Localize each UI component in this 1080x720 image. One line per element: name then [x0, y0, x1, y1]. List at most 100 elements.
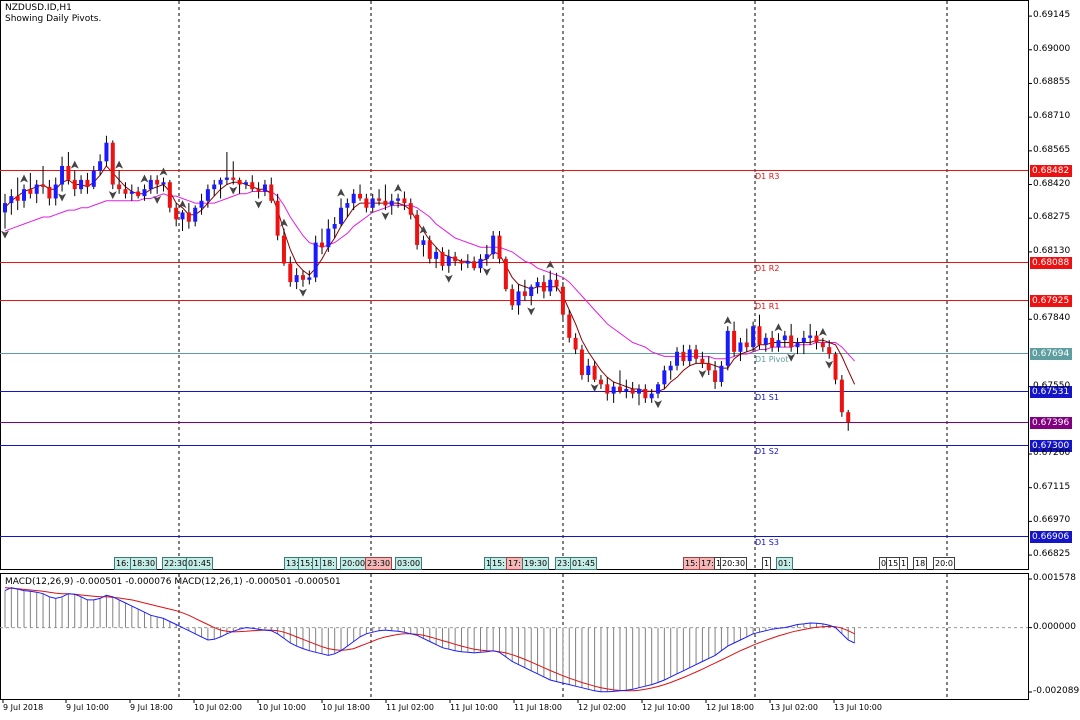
candle-body [370, 198, 375, 208]
macd-pane-frame [0, 573, 1029, 700]
candle-body [782, 335, 787, 341]
candle-body [833, 354, 838, 380]
level-price-tag: 0.67694 [1030, 347, 1072, 360]
candle-body [98, 161, 103, 171]
price-tick-label: 0.67115 [1033, 481, 1071, 492]
time-tick-label: 10 Jul 18:00 [322, 703, 370, 712]
price-tick-label: 0.68130 [1033, 245, 1071, 256]
candle-body [199, 200, 204, 208]
candle-body [262, 184, 267, 192]
candle-body [269, 184, 274, 201]
candle-body [827, 347, 832, 355]
candle-body [250, 182, 255, 190]
fractal-down-arrow [108, 191, 117, 200]
candle-body [706, 363, 711, 371]
candle-body [218, 179, 223, 185]
candle-body [554, 279, 559, 287]
fractal-up-arrow [115, 160, 124, 169]
main-chart-frame [0, 0, 1029, 570]
candle-body [256, 189, 261, 192]
candle-body [377, 198, 382, 201]
session-label: 01:45 [570, 557, 598, 570]
candlesticks [3, 135, 851, 431]
candle-body [713, 370, 718, 382]
time-tick-label: 11 Jul 18:00 [514, 703, 562, 712]
time-tick-label: 12 Jul 18:00 [706, 703, 754, 712]
candle-body [510, 289, 515, 306]
candle-body [358, 193, 363, 199]
candle-body [307, 277, 312, 280]
candle-body [237, 179, 242, 185]
candle-body [820, 342, 825, 348]
fractal-up-arrow [279, 218, 288, 227]
macd-label: MACD(12,26,9) -0.000501 -0.000076 MACD(1… [5, 577, 341, 587]
candle-body [560, 286, 565, 315]
candle-body [15, 196, 20, 201]
price-tick-label: 0.68565 [1033, 144, 1071, 155]
session-label: 19:30 [522, 557, 550, 570]
candle-body [300, 275, 305, 280]
time-tick-label: 13 Jul 02:00 [770, 703, 818, 712]
candle-body [592, 365, 597, 380]
candle-body [725, 330, 730, 366]
session-label: 15: [683, 557, 700, 570]
fractal-down-arrow [590, 383, 599, 392]
candle-body [656, 384, 661, 394]
candle-body [484, 254, 489, 259]
fractal-up-arrow [818, 327, 827, 336]
candle-body [662, 370, 667, 385]
candle-body [503, 258, 508, 290]
session-label: 23:30 [365, 557, 393, 570]
session-label: 01: [776, 557, 793, 570]
candle-body [212, 184, 217, 190]
level-price-tag: 0.68088 [1030, 256, 1072, 269]
price-tick-label: 0.67550 [1033, 380, 1071, 391]
candle-body [427, 240, 432, 259]
candle-body [719, 365, 724, 382]
session-label: 01:45 [186, 557, 214, 570]
candle-body [389, 200, 394, 206]
macd-tick-label: -0.002089 [1033, 686, 1080, 696]
level-price-tag: 0.68482 [1030, 164, 1072, 177]
level-name: D1 R2 [755, 263, 780, 273]
candle-body [643, 388, 648, 399]
candle-body [491, 235, 496, 255]
candle-body [548, 279, 553, 292]
candle-body [763, 337, 768, 345]
candle-body [675, 351, 680, 366]
fractal-up-arrow [337, 188, 346, 197]
indicator-label: Showing Daily Pivots. [5, 14, 102, 24]
candle-body [396, 198, 401, 201]
candle-body [281, 235, 286, 264]
candle-body [472, 261, 477, 269]
candle-body [440, 251, 445, 266]
level-price-tag: 0.67531 [1030, 385, 1072, 398]
fractal-down-arrow [787, 353, 796, 362]
candle-body [808, 335, 813, 338]
fractal-up-arrow [178, 200, 187, 209]
candle-body [41, 184, 46, 187]
session-label: 16: [114, 557, 131, 570]
candle-body [687, 349, 692, 362]
fractal-up-arrow [546, 260, 555, 269]
candle-body [161, 182, 166, 185]
candle-body [34, 184, 39, 194]
session-label: 18 [913, 557, 928, 570]
level-name: D1 S3 [755, 537, 779, 547]
candle-body [839, 379, 844, 413]
candle-body [535, 282, 540, 287]
candle-body [110, 142, 115, 185]
fractal-up-arrow [140, 174, 149, 183]
fractal-markers [1, 160, 834, 409]
candle-body [598, 379, 603, 385]
candle-body [649, 393, 654, 399]
level-price-tag: 0.66906 [1030, 530, 1072, 543]
time-tick-label: 11 Jul 02:00 [386, 703, 434, 712]
time-tick-label: 11 Jul 10:00 [450, 703, 498, 712]
candle-body [9, 196, 14, 204]
price-tick-label: 0.66970 [1033, 515, 1071, 526]
fractal-down-arrow [381, 212, 390, 221]
price-tick-label: 0.69145 [1033, 10, 1071, 21]
fractal-up-arrow [419, 225, 428, 234]
